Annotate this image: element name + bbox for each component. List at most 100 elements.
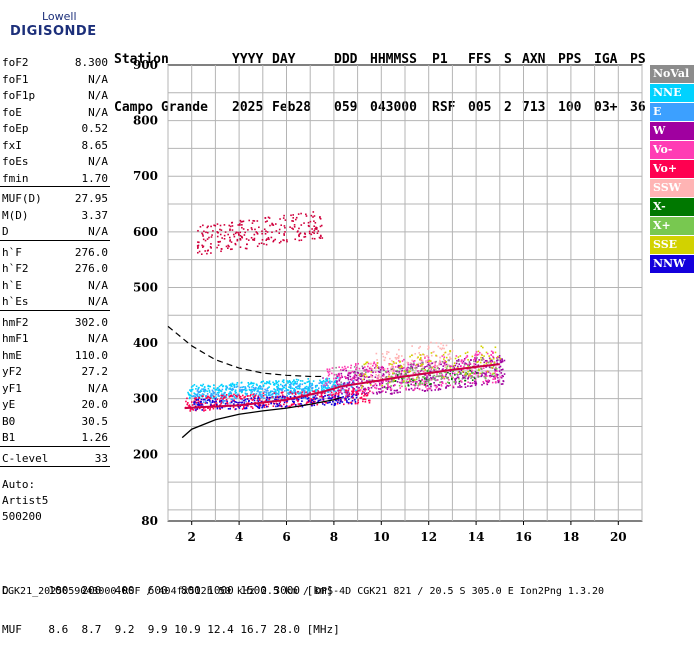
echo-point	[254, 228, 256, 231]
echo-point	[298, 384, 301, 386]
echo-point	[269, 391, 272, 394]
echo-point	[417, 384, 419, 387]
echo-point	[437, 345, 440, 348]
echo-point	[392, 361, 395, 363]
echo-point	[353, 390, 355, 392]
echo-point	[386, 379, 388, 382]
echo-point	[484, 379, 487, 382]
echo-point	[195, 388, 197, 390]
echo-point	[282, 391, 284, 394]
echo-point	[335, 366, 337, 369]
echo-point	[244, 388, 246, 391]
echo-point	[283, 234, 286, 236]
echo-point	[365, 375, 368, 378]
echo-point	[428, 359, 431, 362]
echo-point	[471, 382, 474, 385]
echo-point	[215, 403, 218, 406]
header-value-iga: 03+	[594, 100, 618, 115]
echo-point	[430, 368, 433, 370]
echo-point	[230, 394, 233, 397]
echo-point	[344, 367, 347, 370]
echo-point	[436, 375, 439, 378]
echo-point	[238, 396, 241, 399]
echo-point	[319, 216, 321, 218]
echo-point	[379, 371, 381, 373]
echo-point	[287, 389, 289, 392]
echo-point	[263, 228, 266, 231]
echo-point	[324, 395, 327, 397]
echo-point	[240, 381, 243, 384]
echo-point	[286, 395, 289, 398]
echo-point	[462, 376, 464, 379]
echo-point	[244, 387, 247, 390]
echo-point	[423, 382, 426, 385]
echo-point	[274, 398, 276, 401]
echo-point	[363, 378, 366, 381]
echo-point	[390, 368, 393, 370]
param-value: 8.300	[74, 56, 108, 69]
echo-point	[417, 370, 419, 372]
echo-point	[351, 395, 354, 397]
echo-point	[328, 389, 331, 392]
header-label-ffs: FFS	[468, 52, 492, 67]
echo-point	[295, 216, 298, 219]
echo-point	[194, 401, 196, 403]
echo-point	[290, 389, 292, 392]
echo-point	[230, 241, 233, 243]
echo-point	[219, 399, 221, 402]
echo-point	[239, 246, 242, 248]
param-value: N/A	[88, 155, 108, 168]
echo-point	[250, 392, 252, 394]
echo-point	[207, 387, 210, 390]
echo-point	[228, 245, 230, 248]
echo-point	[271, 223, 274, 226]
echo-point	[266, 388, 269, 390]
echo-point	[273, 382, 276, 385]
echo-point	[294, 404, 297, 406]
echo-point	[324, 382, 327, 385]
echo-point	[286, 396, 289, 399]
echo-point	[401, 378, 404, 381]
echo-point	[204, 389, 206, 391]
echo-point	[196, 408, 199, 410]
echo-point	[398, 356, 400, 358]
echo-point	[338, 372, 341, 375]
echo-point	[476, 354, 478, 356]
echo-point	[340, 372, 343, 375]
echo-point	[222, 402, 225, 404]
echo-point	[374, 376, 377, 379]
echo-point	[351, 391, 354, 394]
echo-point	[204, 239, 207, 242]
echo-point	[230, 392, 233, 395]
muf-frequency-row: MUF 8.6 8.7 9.2 9.9 10.9 12.4 16.7 28.0 …	[2, 623, 340, 636]
echo-point	[255, 392, 258, 395]
echo-point	[253, 388, 256, 390]
echo-point	[303, 389, 306, 392]
echo-point	[199, 400, 201, 403]
echo-point	[501, 374, 504, 377]
echo-point	[277, 404, 280, 407]
param-separator	[0, 186, 110, 187]
echo-point	[302, 396, 305, 398]
echo-point	[229, 404, 231, 407]
echo-point	[339, 398, 342, 401]
legend-item-x-: X+	[650, 217, 694, 235]
echo-point	[413, 371, 416, 374]
echo-point	[349, 372, 352, 374]
echo-point	[260, 242, 263, 244]
echo-point	[249, 389, 252, 392]
echo-point	[203, 390, 206, 392]
echo-point	[411, 367, 414, 370]
echo-point	[422, 367, 424, 370]
echo-point	[403, 363, 405, 366]
echo-point	[407, 381, 410, 384]
echo-point	[209, 396, 212, 398]
legend-item-ssw: SSW	[650, 179, 694, 197]
echo-point	[494, 367, 497, 370]
x-tick-label: 10	[373, 530, 390, 544]
echo-point	[241, 236, 244, 239]
echo-point	[319, 395, 321, 398]
echo-point	[265, 389, 267, 392]
echo-point	[403, 380, 405, 382]
echo-point	[488, 355, 490, 357]
